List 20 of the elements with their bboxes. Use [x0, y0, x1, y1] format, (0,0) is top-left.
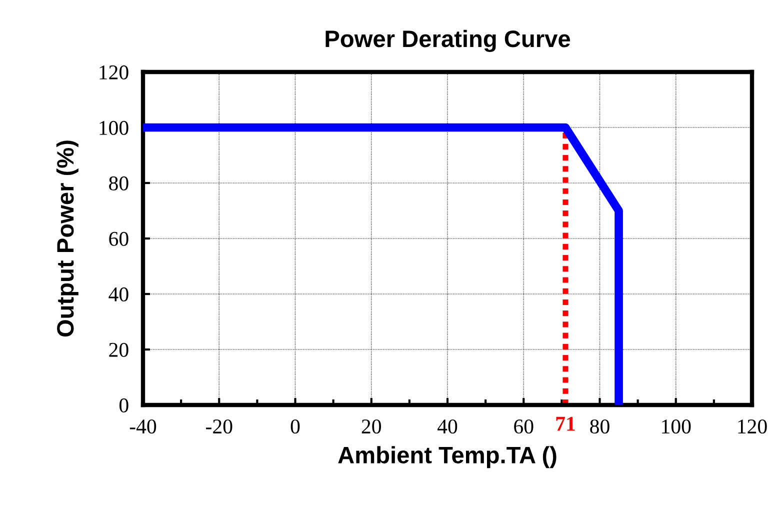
x-tick-label: 40 [437, 419, 458, 434]
y-tick-label: 0 [119, 398, 128, 412]
y-tick-label: 60 [109, 232, 128, 246]
y-tick-label: 100 [100, 120, 128, 135]
x-tick-label: 0 [290, 419, 300, 434]
y-axis-title: Output Power (%) [56, 140, 78, 337]
y-tick-label: 80 [109, 176, 128, 190]
x-tick-label: 80 [590, 419, 610, 434]
x-tick-label: 20 [362, 419, 381, 434]
ref-line-label: 71 [556, 416, 575, 431]
x-tick-label: 120 [738, 419, 767, 434]
x-tick-label: 100 [662, 419, 691, 434]
y-tick-label: 40 [108, 287, 128, 302]
x-tick-label: 60 [514, 419, 534, 434]
x-tick-label: -20 [206, 419, 232, 434]
y-tick-label: 20 [109, 342, 128, 357]
y-tick-label: 120 [100, 65, 128, 80]
x-axis-title: Ambient Temp.TA () [338, 446, 556, 468]
chart-title: Power Derating Curve [326, 30, 570, 52]
x-tick-label: -40 [130, 419, 156, 434]
